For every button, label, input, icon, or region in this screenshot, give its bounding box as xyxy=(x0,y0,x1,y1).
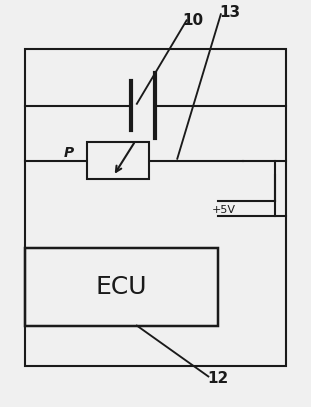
Text: ECU: ECU xyxy=(95,275,147,299)
Text: P: P xyxy=(63,146,73,160)
Text: 13: 13 xyxy=(220,5,241,20)
Text: 10: 10 xyxy=(182,13,203,28)
Text: 12: 12 xyxy=(207,371,228,386)
Bar xyxy=(87,142,149,179)
Text: +5V: +5V xyxy=(212,205,236,214)
Bar xyxy=(25,49,286,366)
Bar xyxy=(25,248,218,326)
